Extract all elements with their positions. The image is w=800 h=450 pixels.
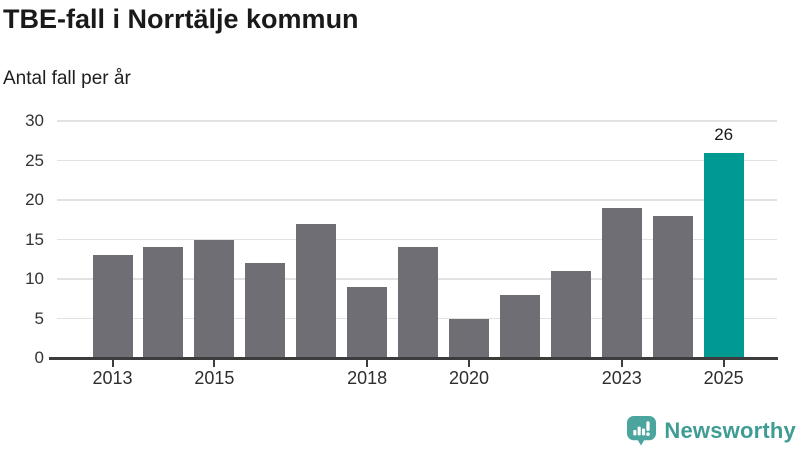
bar-2024 (652, 215, 693, 358)
y-axis-label-25: 25 (25, 150, 44, 170)
bar-2019 (398, 247, 439, 358)
x-tick-2025 (722, 359, 725, 367)
bar-2020 (449, 318, 489, 358)
bar-2022 (550, 271, 591, 358)
x-axis-label-2013: 2013 (92, 368, 133, 388)
x-axis-label-2025: 2025 (703, 368, 744, 388)
gridline-y15 (57, 238, 777, 241)
bar-2023 (601, 207, 642, 358)
bar-2014 (143, 247, 184, 358)
x-axis-label-2018: 2018 (347, 368, 388, 388)
bar-2021 (499, 294, 540, 358)
bar-2018 (347, 286, 388, 358)
y-axis-label-10: 10 (25, 269, 44, 288)
gridline-y30 (57, 120, 777, 122)
y-axis-label-20: 20 (25, 190, 44, 209)
x-tick-2013 (111, 359, 114, 367)
gridline-y20 (57, 199, 777, 201)
page-title: TBE-fall i Norrtälje kommun (3, 4, 359, 34)
bar-2017 (296, 223, 337, 358)
x-tick-2023 (620, 359, 623, 367)
y-axis-label-5: 5 (34, 308, 44, 328)
gridline-y25 (57, 159, 777, 162)
x-axis-label-2020: 2020 (448, 368, 490, 388)
x-tick-2018 (366, 359, 369, 367)
highlighted-bar-value-label: 26 (714, 124, 734, 144)
newsworthy-logo-icon (626, 415, 657, 446)
x-axis-label-2015: 2015 (194, 368, 235, 388)
chart-subtitle: Antal fall per år (3, 68, 131, 89)
bar-2016 (245, 263, 286, 358)
x-tick-2020 (468, 359, 470, 367)
newsworthy-brand-text: Newsworthy (664, 417, 796, 443)
x-axis-line (49, 357, 778, 360)
bar-2015 (194, 239, 235, 358)
newsworthy-logo-link[interactable]: Newsworthy (626, 415, 796, 446)
x-tick-2015 (213, 359, 216, 367)
bar-highlighted-2025 (703, 152, 744, 358)
x-axis-label-2023: 2023 (601, 368, 642, 388)
y-axis-label-15: 15 (25, 229, 44, 249)
y-axis-label-0: 0 (34, 348, 44, 367)
bar-2013 (92, 255, 133, 358)
y-axis-label-30: 30 (25, 111, 44, 130)
